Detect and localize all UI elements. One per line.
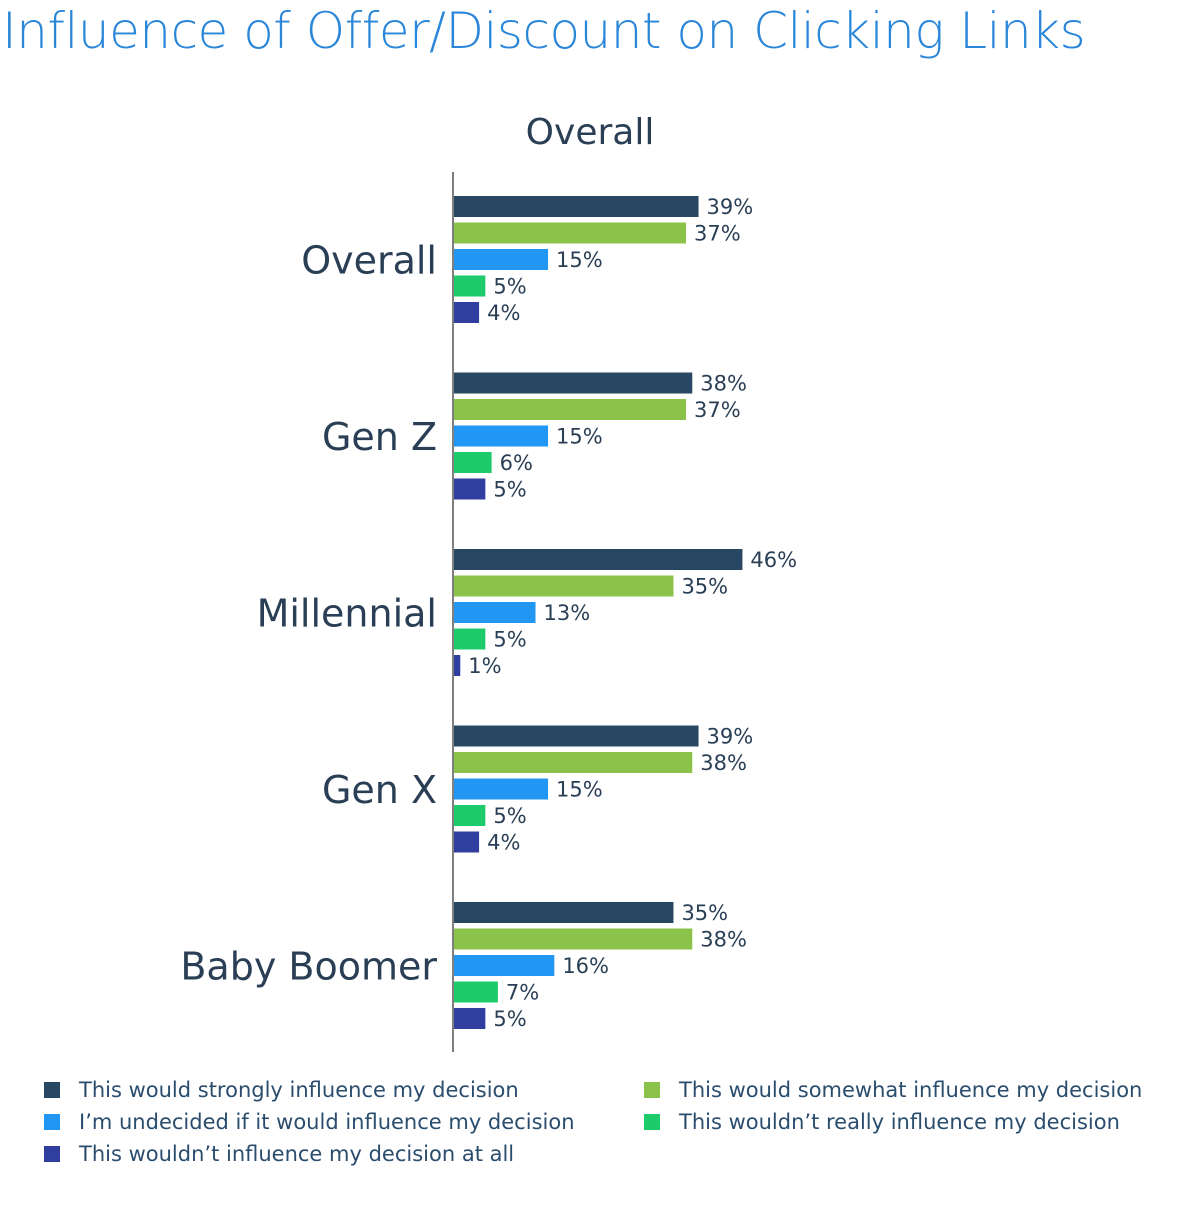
- legend-swatch: [644, 1082, 660, 1098]
- legend-item: This wouldn’t really influence my decisi…: [644, 1110, 1120, 1134]
- category-label: Gen X: [322, 768, 437, 812]
- bar: [454, 955, 555, 976]
- bar: [454, 628, 486, 650]
- bar: [454, 196, 699, 217]
- data-label: 6%: [500, 451, 533, 475]
- bar: [454, 222, 686, 244]
- data-label: 39%: [707, 725, 754, 749]
- data-label: 16%: [562, 954, 609, 978]
- bar: [454, 725, 699, 747]
- data-label: 15%: [556, 248, 603, 272]
- data-label: 5%: [493, 478, 526, 502]
- legend-swatch: [44, 1146, 60, 1162]
- legend-swatch: [44, 1114, 60, 1130]
- data-label: 39%: [707, 195, 754, 219]
- data-label: 37%: [694, 222, 741, 246]
- legend-label: This would strongly influence my decisio…: [79, 1078, 519, 1102]
- bar: [454, 655, 461, 676]
- bar: [454, 399, 686, 420]
- data-label: 5%: [493, 628, 526, 652]
- data-label: 35%: [681, 575, 728, 599]
- data-label: 4%: [487, 831, 520, 855]
- bar: [454, 275, 486, 297]
- legend-label: I’m undecided if it would influence my d…: [79, 1110, 575, 1134]
- category-label: Baby Boomer: [180, 945, 437, 989]
- legend-swatch: [644, 1114, 660, 1130]
- data-label: 38%: [700, 372, 747, 396]
- chart-title: Overall: [526, 112, 655, 153]
- legend-item: I’m undecided if it would influence my d…: [44, 1110, 575, 1134]
- data-label: 46%: [750, 548, 797, 572]
- data-label: 35%: [681, 901, 728, 925]
- bar: [454, 805, 486, 826]
- legend-label: This wouldn’t influence my decision at a…: [79, 1142, 515, 1166]
- bar: [454, 752, 693, 773]
- data-label: 5%: [493, 804, 526, 828]
- data-label: 4%: [487, 301, 520, 325]
- data-label: 7%: [506, 981, 539, 1005]
- category-label: Gen Z: [322, 415, 437, 459]
- legend-swatch: [44, 1082, 60, 1098]
- data-label: 37%: [694, 398, 741, 422]
- bar: [454, 478, 486, 500]
- bar: [454, 1008, 486, 1029]
- bar: [454, 981, 498, 1003]
- bar: [454, 602, 536, 623]
- data-label: 38%: [700, 928, 747, 952]
- bar: [454, 831, 480, 853]
- bar: [454, 302, 480, 323]
- legend-item: This wouldn’t influence my decision at a…: [44, 1142, 514, 1166]
- data-label: 5%: [493, 275, 526, 299]
- data-label: 1%: [468, 654, 501, 678]
- legend-item: This would strongly influence my decisio…: [44, 1078, 519, 1102]
- data-label: 15%: [556, 778, 603, 802]
- legend-item: This would somewhat influence my decisio…: [644, 1078, 1142, 1102]
- bar: [454, 249, 549, 270]
- data-label: 5%: [493, 1007, 526, 1031]
- bar: [454, 425, 549, 447]
- bar: [454, 372, 693, 394]
- legend-label: This would somewhat influence my decisio…: [679, 1078, 1143, 1102]
- bar: [454, 575, 674, 597]
- bar: [454, 778, 549, 800]
- data-label: 38%: [700, 751, 747, 775]
- legend-label: This wouldn’t really influence my decisi…: [679, 1110, 1120, 1134]
- data-label: 15%: [556, 425, 603, 449]
- bar: [454, 549, 743, 570]
- category-label: Millennial: [257, 592, 437, 636]
- page-title: Influence of Offer/Discount on Clicking …: [2, 2, 1086, 60]
- bar: [454, 452, 492, 473]
- category-label: Overall: [301, 239, 437, 283]
- data-label: 13%: [544, 601, 591, 625]
- bar: [454, 928, 693, 950]
- bar: [454, 902, 674, 923]
